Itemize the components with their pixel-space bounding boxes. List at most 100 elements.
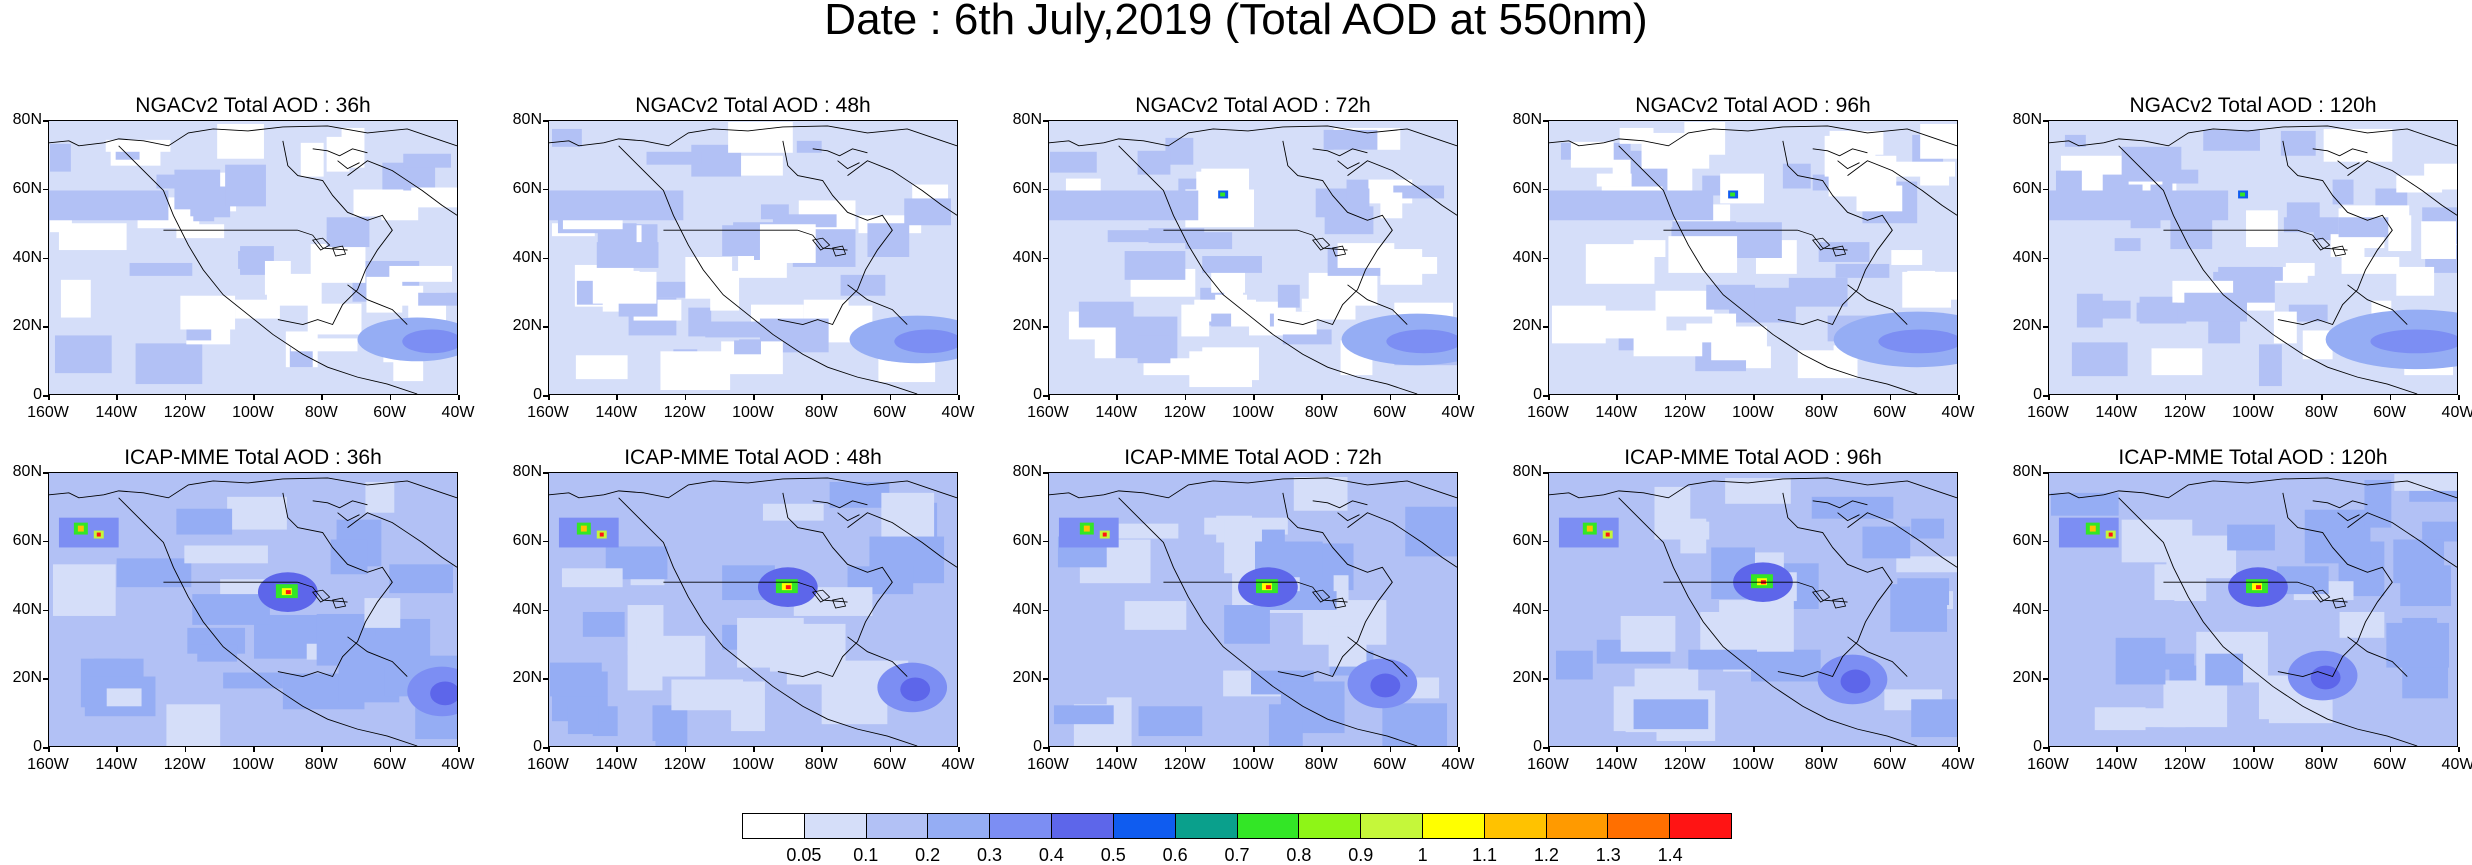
colorbar-swatch [1113,814,1176,838]
x-tick-mark [1184,747,1187,752]
x-tick-mark [821,395,823,400]
clear-patch [759,224,816,263]
coastline [1049,477,1457,746]
x-tick-mark [2184,747,2187,752]
clear-patch [60,279,91,318]
y-tick-mark [1543,609,1548,611]
map-plot-area [48,472,458,747]
smoke-spot-core [1220,192,1226,197]
clear-patch [2288,304,2328,322]
haze-patch [582,611,625,637]
x-tick-label: 160W [27,404,69,421]
x-tick-mark [1753,747,1755,752]
x-tick-label: 120W [663,404,706,421]
aod-map [49,473,457,746]
x-tick-label: 60W [1873,404,1907,421]
clear-patch [1633,330,1703,357]
dust-plume-core [1370,673,1401,698]
x-tick-mark [1253,395,1255,400]
map-plot-area [1548,472,1958,747]
clear-patch [2396,175,2443,193]
alaska-fire [2089,525,2096,532]
y-tick-mark [543,540,548,543]
x-tick-mark [1116,747,1118,752]
x-tick-mark [253,395,255,400]
x-tick-mark [1684,747,1687,752]
haze-patch [2174,572,2207,602]
colorbar-swatch [1546,814,1609,838]
dust-plume-core [1878,329,1957,354]
y-tick-label: 60N [12,179,42,197]
x-tick-label: 80W [304,404,338,421]
us-canada-border [663,229,848,251]
x-tick-mark [116,395,118,400]
x-tick-label: 100W [1732,756,1774,773]
clear-patch [596,242,659,268]
x-tick-mark [1548,747,1550,752]
clear-patch [660,351,731,391]
x-tick-mark [616,395,618,400]
x-tick-label: 60W [373,756,407,773]
clear-patch [592,271,657,304]
aod-map [49,121,457,394]
y-tick-mark [1543,747,1548,749]
clear-patch [1231,309,1270,327]
colorbar-swatch [1237,814,1300,838]
map-panel: ICAP-MME Total AOD : 36h 80N 60N 40N 20N 0 160… [0,446,500,781]
colorbar-label: 1.4 [1657,845,1683,865]
x-tick-mark [889,747,892,752]
x-tick-label: 140W [1595,404,1638,421]
figure-title: Date : 6th July,2019 (Total AOD at 550nm… [824,0,1648,44]
x-tick-mark [458,747,460,752]
y-tick-label: 20N [12,317,42,335]
dust-plume-core [894,329,957,354]
x-tick-label: 100W [1232,404,1274,421]
smoke-spot-core [1730,192,1736,197]
colorbar-label: 0.1 [853,845,879,865]
x-tick-mark [458,395,460,400]
y-tick-label: 60N [2012,179,2042,197]
clear-patch [2258,344,2282,387]
y-tick-label: 20N [1512,669,1542,687]
y-tick-label: 60N [1512,531,1542,549]
colorbar-label: 1 [1417,845,1428,865]
y-tick-mark [43,747,48,749]
y-tick-mark [43,472,48,474]
y-tick-label: 0 [33,738,42,755]
clear-patch [1202,256,1262,273]
clear-patch [2246,210,2278,248]
x-tick-mark [1253,747,1255,752]
haze-patch [116,558,192,588]
y-tick-mark [543,609,548,611]
clear-patch [1782,163,1811,189]
x-tick-mark [1048,395,1050,400]
haze-patch [1224,605,1270,644]
clear-patch [2203,129,2260,151]
y-tick-mark [1043,540,1048,543]
x-tick-mark [1458,747,1460,752]
map-panel: ICAP-MME Total AOD : 72h 80N 60N 40N 20N 0 160… [1000,446,1500,781]
x-tick-mark [1184,395,1187,400]
y-tick-label: 20N [1012,317,1042,335]
x-tick-label: 120W [1163,404,1206,421]
x-tick-mark [1821,395,1823,400]
clear-patch [1318,280,1367,300]
colorbar-swatch [866,814,929,838]
great-lakes [1811,237,1847,257]
coastline [2049,125,2457,394]
y-tick-mark [1543,472,1548,474]
clear-patch [1409,257,1438,274]
x-tick-label: 120W [1663,756,1706,773]
haze-patch [1688,649,1757,670]
panel-title: ICAP-MME Total AOD : 36h [124,446,382,469]
clear-patch [1720,173,1764,204]
map-plot-area [1048,120,1458,395]
dust-plume-core [430,681,457,706]
y-tick-mark [1543,120,1548,122]
pacific-band [1549,190,1714,221]
colorbar-label: 0.9 [1348,845,1374,865]
clear-patch [796,140,822,153]
clear-patch [1655,290,1715,317]
colorbar-swatch [1422,814,1485,838]
haze-patch [1719,600,1794,652]
